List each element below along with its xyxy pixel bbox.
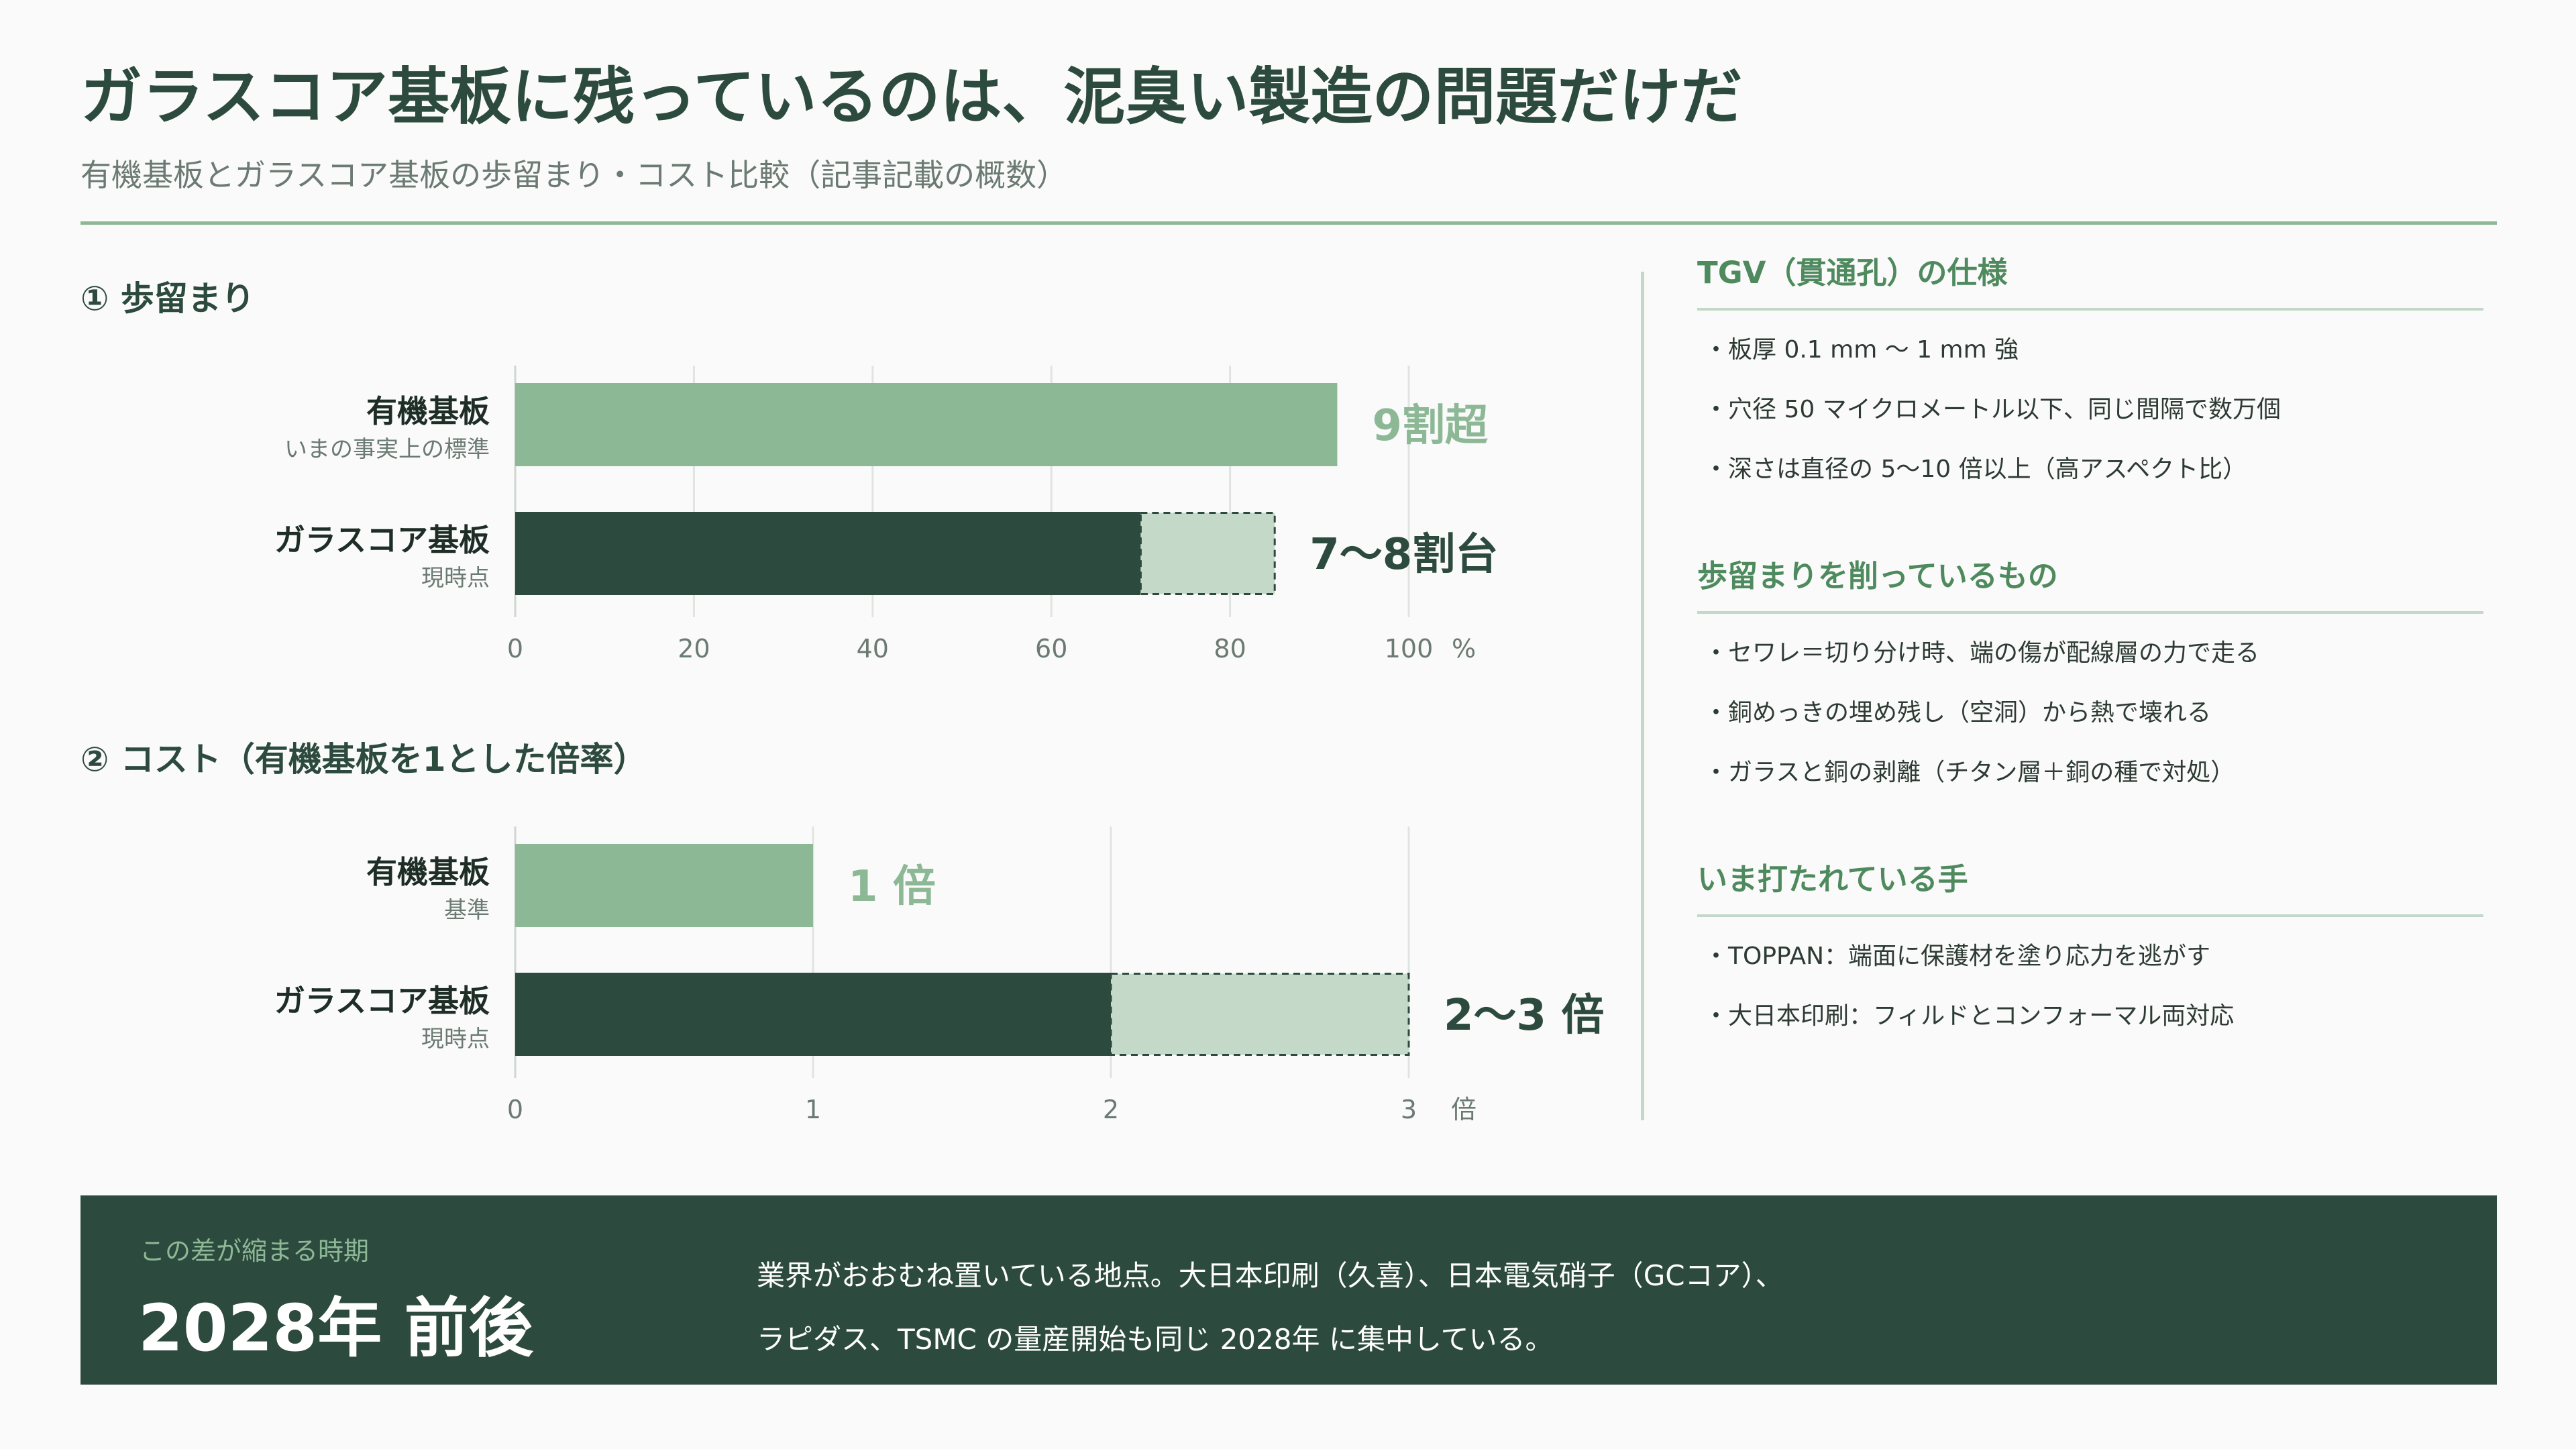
info-bullet: 大日本印刷：フィルドとコンフォーマル両対応 [1697,986,2483,1046]
x-tick-label: 60 [1035,634,1067,663]
bar [515,844,813,927]
category-note: 現時点 [421,1026,490,1053]
x-unit-label: 倍 [1451,1095,1477,1124]
data-label: 2〜3 倍 [1444,991,1604,1040]
banner-line: 業界がおおむね置いている地点。大日本印刷（久喜）、日本電気硝子（GCコア）、 [757,1259,1784,1292]
info-section: TGV（貫通孔）の仕様板厚 0.1 mm 〜 1 mm 強穴径 50 マイクロメ… [1697,248,2483,499]
info-bullet: 銅めっきの埋め残し（空洞）から熱で壊れる [1697,683,2483,743]
yield-chart-title: ① 歩留まり [80,279,255,318]
data-label: 7〜8割台 [1309,530,1498,580]
page-title: ガラスコア基板に残っているのは、泥臭い製造の問題だけだ [80,61,1743,133]
info-bullet: ガラスと銅の剥離（チタン層＋銅の種で対処） [1697,743,2483,802]
column-divider [1641,272,1644,1120]
x-tick-label: 0 [507,1095,523,1124]
x-tick-label: 80 [1214,634,1246,663]
x-tick-label: 20 [678,634,710,663]
info-section: 歩留まりを削っているものセワレ＝切り分け時、端の傷が配線層の力で走る銅めっきの埋… [1697,551,2483,802]
category-label: ガラスコア基板 [274,522,490,558]
x-tick-label: 2 [1103,1095,1119,1124]
category-label: 有機基板 [366,393,490,429]
banner-label: この差が縮まる時期 [140,1236,370,1266]
range-bar [1139,512,1276,595]
x-tick-label: 3 [1401,1095,1417,1124]
category-note: 現時点 [421,565,490,592]
banner-text: 業界がおおむね置いている地点。大日本印刷（久喜）、日本電気硝子（GCコア）、 ラ… [757,1244,2434,1371]
x-tick-label: 40 [857,634,889,663]
data-label: 9割超 [1372,401,1489,451]
banner-line: ラピダス、TSMC の量産開始も同じ 2028年 に集中している。 [757,1323,1554,1356]
x-tick-label: 0 [507,634,523,663]
category-label: 有機基板 [366,854,490,890]
info-section: いま打たれている手 TOPPAN：端面に保護材を塗り応力を逃がす大日本印刷：フィル… [1697,855,2483,1046]
header-rule [80,221,2497,225]
info-section-title: 歩留まりを削っているもの [1697,551,2483,614]
banner-value: 2028年 前後 [138,1291,533,1366]
info-bullet: 深さは直径の 5〜10 倍以上（高アスペクト比） [1697,439,2483,499]
page-subtitle: 有機基板とガラスコア基板の歩留まり・コスト比較（記事記載の概数） [80,157,1068,193]
bar [515,512,1141,595]
category-note: 基準 [444,897,490,924]
info-bullet: セワレ＝切り分け時、端の傷が配線層の力で走る [1697,623,2483,683]
timeline-banner: この差が縮まる時期 2028年 前後 業界がおおむね置いている地点。大日本印刷（… [80,1195,2497,1385]
category-label: ガラスコア基板 [274,983,490,1019]
range-bar [1110,973,1410,1056]
info-bullet: TOPPAN：端面に保護材を塗り応力を逃がす [1697,926,2483,986]
bar [515,383,1338,466]
x-unit-label: % [1452,634,1476,663]
info-bullet: 板厚 0.1 mm 〜 1 mm 強 [1697,320,2483,380]
right-panel: TGV（貫通孔）の仕様板厚 0.1 mm 〜 1 mm 強穴径 50 マイクロメ… [1697,248,2483,1098]
category-note: いまの事実上の標準 [284,436,490,463]
data-label: 1 倍 [848,862,936,912]
x-tick-label: 1 [805,1095,821,1124]
info-section-title: TGV（貫通孔）の仕様 [1697,248,2483,311]
cost-chart-title: ② コスト（有機基板を1とした倍率） [80,740,647,779]
x-tick-label: 100 [1385,634,1434,663]
bar [515,973,1111,1056]
info-section-title: いま打たれている手 [1697,855,2483,917]
info-bullet: 穴径 50 マイクロメートル以下、同じ間隔で数万個 [1697,380,2483,439]
